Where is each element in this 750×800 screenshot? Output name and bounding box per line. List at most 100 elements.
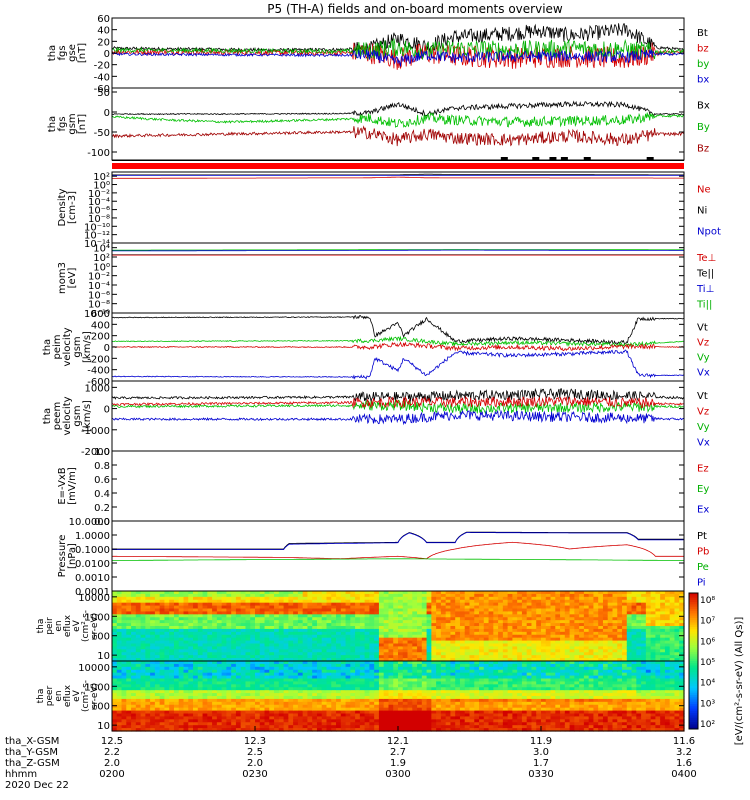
spectrogram-cell [617,593,623,598]
spectrogram-cell [631,655,637,659]
spectrogram-cell [417,614,423,618]
spectrogram-cell [521,631,528,636]
spectrogram-cell [355,620,361,624]
spectrogram-cell [212,631,218,636]
spectrogram-cell [393,687,399,691]
spectrogram-cell [231,666,237,671]
spectrogram-cell [340,649,347,653]
spectrogram-cell [669,631,676,636]
spectrogram-cell [398,646,404,650]
spectrogram-cell [178,716,185,720]
spectrogram-cell [402,701,409,706]
spectrogram-cell [164,614,170,618]
spectrogram-cell [312,637,318,642]
spectrogram-cell [378,614,385,618]
spectrogram-cell [135,640,142,645]
spectrogram-cell [207,649,213,653]
spectrogram-cell [202,623,208,627]
spectrogram-cell [207,658,213,662]
spectrogram-cell [340,614,347,618]
spectrogram-cell [164,602,170,607]
spectrogram-cell [326,649,332,653]
spectrogram-cell [216,675,223,680]
spectrogram-cell [164,611,170,615]
spectrogram-cell [245,646,251,650]
spectrogram-cell [202,663,208,668]
spectrogram-cell [507,591,513,595]
spectrogram-cell [278,652,285,656]
spectrogram-cell [436,681,442,685]
spectrogram-cell [216,593,223,598]
spectrogram-cell [550,611,556,615]
spectrogram-cell [140,719,146,723]
spectrogram-cell [245,675,251,680]
spectrogram-cell [193,719,199,723]
spectrogram-cell [364,693,370,697]
spectrogram-cell [560,634,566,639]
spectrogram-cell [145,652,151,656]
spectrogram-cell [274,643,280,648]
spectrogram-cell [116,652,123,656]
spectrogram-cell [312,646,318,650]
spectrogram-cell [655,623,661,627]
spectrogram-cell [140,623,146,627]
spectrogram-cell [393,701,399,706]
spectrogram-cell [617,637,623,642]
spectrogram-cell [240,696,247,700]
spectrogram-cell [183,678,189,683]
spectrogram-cell [245,591,251,595]
spectrogram-cell [126,596,132,601]
spectrogram-cell [188,617,194,621]
spectrogram-cell [436,696,442,700]
spectrogram-cell [579,628,585,633]
spectrogram-cell [226,690,232,694]
spectrogram-cell [331,728,337,732]
spectrogram-cell [216,626,223,630]
spectrogram-cell [350,626,356,630]
spectrogram-cell [340,646,347,650]
spectrogram-cell [398,628,404,633]
spectrogram-cell [255,687,261,691]
spectrogram-cell [212,626,218,630]
spectrogram-cell [326,655,332,659]
spectrogram-cell [197,655,204,659]
spectrogram-cell [245,634,251,639]
spectrogram-cell [269,640,275,645]
spectrogram-cell [359,637,366,642]
spectrogram-cell [545,646,552,650]
spectrogram-cell [116,605,123,610]
spectrogram-cell [555,643,561,648]
spectrogram-cell [169,646,175,650]
spectrogram-cell [364,690,370,694]
spectrogram-cell [631,631,637,636]
spectrogram-cell [626,643,633,648]
spectrogram-cell [245,696,251,700]
spectrogram-cell [502,593,509,598]
spectrogram-cell [283,605,289,610]
spectrogram-cell [588,593,595,598]
spectrogram-cell [355,663,361,668]
spectrogram-cell [512,626,518,630]
spectrogram-cell [264,716,270,720]
spectrogram-cell [231,605,237,610]
spectrogram-cell [602,658,609,662]
spectrogram-cell [388,684,394,688]
y-tick-label: -200 [87,354,110,365]
spectrogram-cell [259,628,266,633]
spectrogram-cell [517,634,523,639]
spectrogram-cell [359,655,366,659]
spectrogram-cell [264,666,270,671]
spectrogram-cell [183,710,189,715]
spectrogram-cell [235,652,242,656]
spectrogram-cell [388,599,394,604]
spectrogram-cell [450,655,456,659]
spectrogram-cell [407,649,413,653]
spectrogram-cell [264,620,270,624]
spectrogram-cell [402,690,409,694]
spectrogram-cell [583,623,590,627]
spectrogram-cell [126,643,132,648]
spectrogram-cell [250,704,256,709]
spectrogram-cell [617,626,623,630]
spectrogram-cell [555,608,561,613]
spectrogram-cell [355,652,361,656]
